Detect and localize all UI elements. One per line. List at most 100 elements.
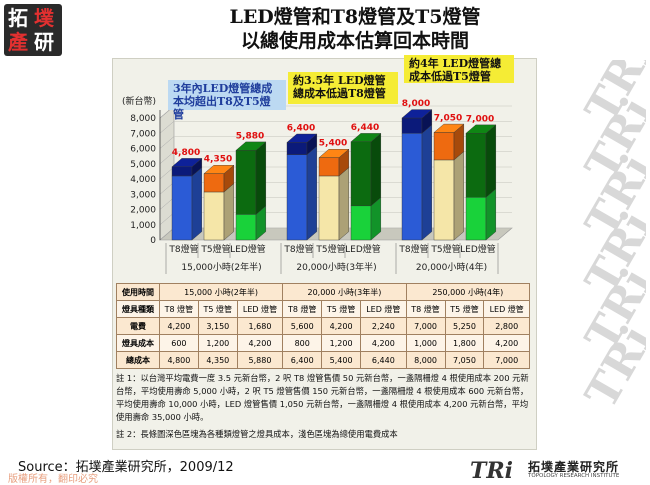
bar-value-label: 6,440 — [351, 123, 379, 133]
gridline-side — [159, 212, 175, 225]
bar-side — [255, 141, 266, 215]
x-category-label: T8燈管 — [398, 243, 428, 255]
copyright-text: 版權所有，翻印必究 — [8, 474, 98, 485]
bar-side — [223, 183, 235, 241]
callout-3-5-years: 約3.5年 LED燈管總成本低過T8燈管 — [288, 72, 398, 104]
logo-char-3: 產 — [8, 30, 28, 54]
table-cell: 4,200 — [360, 334, 407, 352]
bar-segment — [433, 159, 455, 241]
gridline-side — [159, 166, 175, 180]
logo-char-4: 研 — [34, 30, 54, 54]
table-cell: 使用時間 — [116, 283, 160, 301]
table-cell: 燈具成本 — [116, 334, 160, 352]
table-cell: 8,000 — [405, 351, 446, 369]
x-category-label: T5燈管 — [315, 243, 345, 255]
bar-side — [306, 145, 317, 241]
table-cell: 7,000 — [483, 351, 530, 369]
bar-top — [350, 133, 382, 142]
table-cell: 5,600 — [282, 317, 323, 335]
table-cell: 3,150 — [197, 317, 238, 335]
bar-top — [286, 133, 318, 143]
table-cell: 4,200 — [158, 317, 199, 335]
table-cell: LED 燈管 — [236, 300, 284, 318]
table-cell: 1,000 — [405, 334, 446, 352]
chart-panel — [112, 58, 537, 450]
table-cell: T8 燈管 — [158, 300, 199, 318]
bar-value-label: 5,880 — [236, 131, 264, 141]
bar-segment — [433, 132, 455, 161]
bar-value-label: 6,400 — [287, 123, 315, 133]
table-cell: 4,350 — [197, 351, 238, 369]
bar-segment — [350, 205, 372, 241]
table-cell: 7,050 — [444, 351, 485, 369]
bar-segment — [401, 133, 423, 241]
y-tick-label: 1,000 — [130, 221, 156, 231]
tri-logo-text: TRi — [470, 458, 514, 484]
table-cell: LED 燈管 — [360, 300, 407, 318]
x-category-label: LED燈管 — [345, 243, 381, 255]
y-tick-label: 7,000 — [130, 129, 156, 139]
bar-segment — [350, 141, 372, 207]
bar-side — [338, 167, 349, 241]
bar-value-label: 4,800 — [172, 148, 200, 158]
x-group-label: 20,000小時(4年) — [416, 261, 487, 273]
table-cell: 20,000 小時(3年半) — [282, 283, 407, 301]
bar-top — [465, 124, 497, 134]
callout-3-years: 3年內LED燈管總成本均超出T8及T5燈管 — [168, 80, 286, 121]
slide-title-line1: LED燈管和T8燈管及T5燈管 — [229, 6, 481, 28]
bar-segment — [171, 166, 193, 177]
table-cell: 600 — [158, 334, 199, 352]
table-cell: 電費 — [116, 317, 160, 335]
bar-segment — [286, 142, 308, 155]
bar-value-label: 8,000 — [402, 99, 430, 109]
x-group-label: 15,000小時(2年半) — [181, 261, 261, 273]
slide-title-line2: 以總使用成本估算回本時間 — [240, 30, 469, 52]
gridline-side — [159, 182, 175, 195]
bar-segment — [235, 214, 257, 241]
tri-logo-en: TOPOLOGY RESEARCH INSTITUTE — [528, 473, 620, 479]
bar-segment — [465, 133, 487, 198]
table-cell: 4,800 — [158, 351, 199, 369]
cost-table: 使用時間 15,000 小時(2年半) 20,000 小時(3年半) 250,0… — [116, 283, 531, 369]
table-cell: 800 — [282, 334, 323, 352]
bar-side — [453, 151, 464, 241]
bar-value-label: 7,050 — [434, 113, 462, 123]
table-cell: 5,880 — [236, 351, 284, 369]
bar-segment — [286, 154, 308, 241]
y-axis-label: (新台幣) — [122, 95, 156, 107]
table-cell: 6,440 — [360, 351, 407, 369]
table-cell: 2,240 — [360, 317, 407, 335]
table-cell: 1,200 — [197, 334, 238, 352]
table-cell: LED 燈管 — [483, 300, 530, 318]
bar-segment — [235, 150, 257, 215]
table-cell: 5,250 — [444, 317, 485, 335]
table-cell: 4,200 — [321, 317, 362, 335]
footnotes: 註 1：以台灣平均電費一度 3.5 元新台幣，2 呎 T8 燈管售價 50 元新… — [116, 372, 530, 445]
table-row: 電費 4,200 3,150 1,680 5,600 4,200 2,240 7… — [116, 317, 530, 335]
gridline-side — [159, 151, 175, 164]
bar-top — [203, 165, 235, 174]
bar-segment — [318, 175, 340, 241]
bar-value-label: 5,400 — [319, 139, 347, 149]
y-tick-label: 2,000 — [130, 206, 156, 216]
table-cell: 4,200 — [236, 334, 284, 352]
source-text: Source：拓墣產業研究所，2009/12 — [18, 460, 234, 475]
bar-top — [401, 109, 433, 119]
table-cell: T5 燈管 — [197, 300, 238, 318]
y-tick-label: 8,000 — [130, 114, 156, 124]
bar-side — [370, 132, 381, 207]
bar-side — [421, 124, 432, 241]
bar-segment — [465, 197, 487, 241]
tri-logo-bottom: TRi 拓墣產業研究所 TOPOLOGY RESEARCH INSTITUTE — [470, 458, 640, 484]
bar-segment — [318, 157, 340, 177]
table-cell: 1,680 — [236, 317, 284, 335]
x-category-label: LED燈管 — [230, 243, 266, 255]
table-cell: 2,800 — [483, 317, 530, 335]
x-category-label: T5燈管 — [200, 243, 230, 255]
y-tick-label: 0 — [150, 236, 156, 246]
bar-top — [318, 149, 350, 158]
footnote-1: 註 1：以台灣平均電費一度 3.5 元新台幣，2 呎 T8 燈管售價 50 元新… — [116, 373, 529, 422]
table-row: 使用時間 15,000 小時(2年半) 20,000 小時(3年半) 250,0… — [116, 283, 531, 301]
table-row: 燈具成本 600 1,200 4,200 800 1,200 4,200 1,0… — [116, 334, 530, 352]
